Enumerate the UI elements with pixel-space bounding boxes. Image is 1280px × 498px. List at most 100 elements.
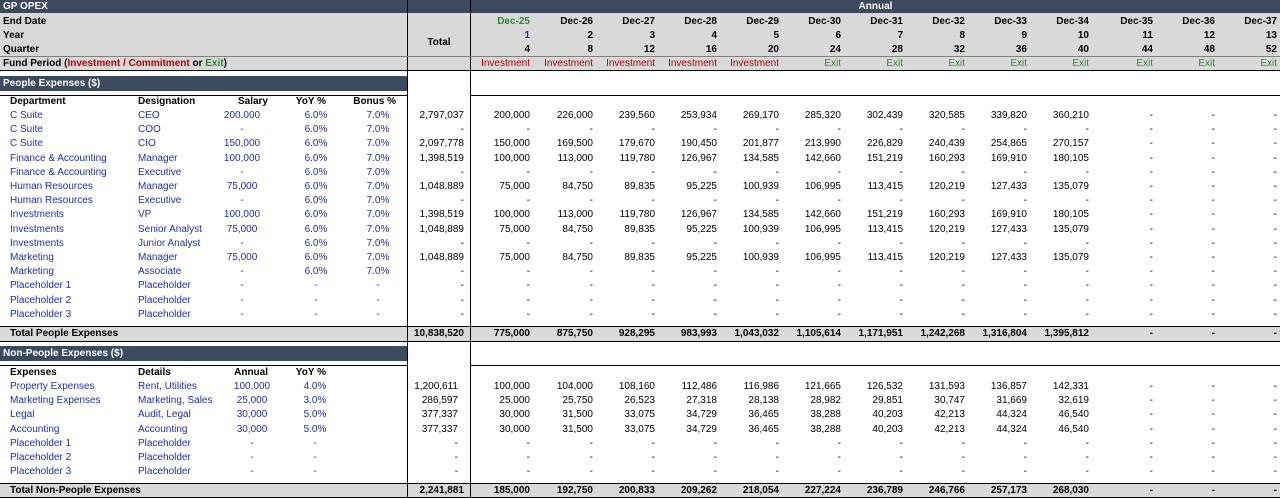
people-grand-total: 10,838,520 — [413, 328, 464, 339]
value-cell: - — [1149, 110, 1153, 121]
value-cell: - — [526, 466, 530, 478]
value-cell: - — [1211, 110, 1215, 121]
value-cell: - — [1023, 266, 1027, 278]
people-total-bottom-rule — [0, 341, 1280, 342]
value-cell: - — [589, 124, 593, 136]
expense-cell: Marketing Expenses — [10, 395, 101, 407]
bonus-cell: 7.0% — [366, 195, 390, 207]
value-cell: 25,000 — [499, 395, 530, 407]
value-cell: 34,729 — [686, 409, 717, 421]
divider-total — [470, 0, 471, 498]
value-cell: - — [837, 280, 841, 292]
yoy-cell: 6.0% — [304, 181, 328, 192]
value-cell: 180,105 — [1052, 209, 1089, 221]
value-cell: - — [526, 437, 530, 449]
value-cell: 75,000 — [499, 181, 530, 192]
column-fund-period: Exit — [1260, 58, 1277, 69]
value-cell: 106,995 — [804, 223, 841, 235]
people-total-top-rule — [0, 326, 1280, 327]
value-cell: 360,210 — [1052, 110, 1089, 121]
value-cell: - — [1149, 452, 1153, 463]
value-cell: - — [961, 466, 965, 478]
value-cell: 254,865 — [990, 138, 1027, 150]
value-cell: - — [1211, 209, 1215, 221]
people-column-header: Designation — [138, 96, 196, 107]
value-cell: - — [1273, 452, 1277, 463]
designation-cell: CIO — [138, 138, 156, 150]
value-cell: 95,225 — [686, 223, 717, 235]
value-cell: - — [837, 266, 841, 278]
value-cell: - — [961, 237, 965, 249]
row-total-cell: 1,048,889 — [419, 252, 465, 263]
column-date: Dec-35 — [1120, 16, 1153, 27]
column-date: Dec-28 — [684, 16, 717, 27]
value-cell: 136,857 — [990, 381, 1027, 392]
nonpeople-total-value: - — [1149, 485, 1153, 496]
nonpeople-total-value: - — [1273, 485, 1277, 496]
title-bar: GP OPEX Annual — [0, 0, 1280, 13]
value-cell: 84,750 — [562, 252, 593, 263]
value-cell: - — [589, 308, 593, 320]
value-cell: - — [899, 124, 903, 136]
value-cell: 131,593 — [928, 381, 965, 392]
value-cell: - — [899, 266, 903, 278]
value-cell: - — [1273, 266, 1277, 278]
value-cell: 89,835 — [624, 223, 655, 235]
value-cell: - — [1023, 166, 1027, 178]
value-cell: - — [713, 195, 717, 207]
row-total-cell: 1,048,889 — [419, 223, 465, 235]
value-cell: - — [1273, 423, 1277, 435]
yoy-cell: 3.0% — [303, 395, 327, 407]
designation-cell: Senior Analyst — [138, 223, 202, 235]
nonpeople-total-row — [0, 484, 1280, 498]
value-cell: - — [1211, 452, 1215, 463]
yoy-cell: 6.0% — [304, 124, 328, 136]
column-year: 6 — [835, 30, 841, 41]
value-cell: - — [713, 166, 717, 178]
designation-cell: Manager — [138, 181, 178, 192]
yoy-cell: - — [313, 437, 317, 449]
value-cell: 119,780 — [619, 152, 655, 164]
value-cell: 100,939 — [742, 223, 779, 235]
value-cell: 84,750 — [562, 223, 593, 235]
value-cell: - — [1023, 437, 1027, 449]
nonpeople-section-title: Non-People Expenses ($) — [0, 346, 407, 361]
value-cell: 134,585 — [742, 152, 779, 164]
value-cell: 113,415 — [867, 181, 903, 192]
salary-cell: 150,000 — [223, 138, 261, 150]
department-cell: C Suite — [10, 110, 43, 121]
expense-cell: Accounting — [10, 423, 60, 435]
column-fund-period: Exit — [948, 58, 965, 69]
value-cell: 113,000 — [557, 209, 593, 221]
np-head-rule — [471, 365, 1280, 366]
yoy-cell: 5.0% — [303, 409, 327, 421]
annual-cell: 25,000 — [236, 395, 268, 407]
value-cell: - — [1085, 294, 1089, 306]
value-cell: - — [651, 166, 655, 178]
people-total-value: 775,000 — [493, 328, 530, 339]
value-cell: - — [1149, 138, 1153, 150]
value-cell: - — [651, 280, 655, 292]
value-cell: - — [1149, 280, 1153, 292]
value-cell: 126,532 — [866, 381, 903, 392]
value-cell: - — [1273, 166, 1277, 178]
nonpeople-total-label: Total Non-People Expenses — [10, 485, 141, 496]
value-cell: - — [775, 195, 779, 207]
value-cell: - — [775, 308, 779, 320]
value-cell: 95,225 — [686, 181, 717, 192]
value-cell: 150,000 — [493, 138, 530, 150]
nonpeople-total-value: 268,030 — [1052, 485, 1089, 496]
value-cell: - — [837, 452, 841, 463]
value-cell: 134,585 — [742, 209, 779, 221]
value-cell: 100,000 — [493, 152, 530, 164]
column-date: Dec-33 — [994, 16, 1027, 27]
value-cell: - — [651, 466, 655, 478]
designation-cell: Executive — [138, 166, 182, 178]
column-year: 1 — [524, 30, 530, 41]
value-cell: 113,415 — [867, 252, 903, 263]
column-quarter: 36 — [1015, 44, 1027, 55]
expense-cell: Placeholder 2 — [10, 452, 72, 463]
column-quarter: 20 — [767, 44, 779, 55]
value-cell: 89,835 — [624, 252, 655, 263]
